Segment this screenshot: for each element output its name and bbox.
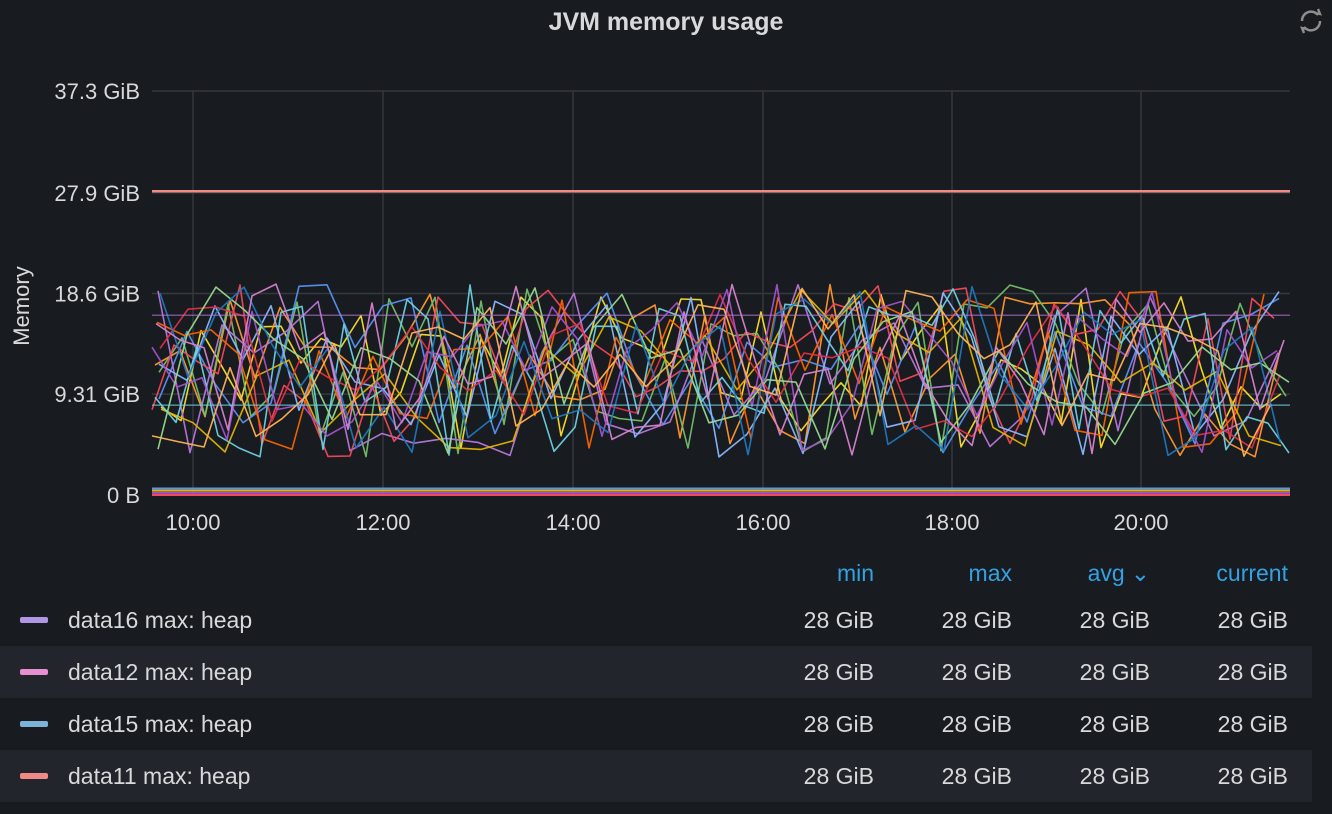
series-avg: 28 GiB: [1079, 711, 1150, 737]
y-tick-label: 9.31 GiB: [54, 382, 140, 407]
series-swatch[interactable]: [20, 669, 48, 675]
series-current: 28 GiB: [1217, 607, 1288, 633]
x-tick-label: 12:00: [355, 510, 410, 535]
series-min: 28 GiB: [803, 607, 874, 633]
y-tick-label: 0 B: [107, 483, 140, 508]
series-avg: 28 GiB: [1079, 659, 1150, 685]
series-current: 28 GiB: [1217, 711, 1288, 737]
series-line: [158, 291, 1280, 458]
legend-col-avg[interactable]: avg ⌄: [1030, 560, 1150, 587]
series-name[interactable]: data12 max: heap: [68, 659, 253, 685]
series-line: [151, 287, 1271, 457]
legend-row[interactable]: data11 max: heap 28 GiB 28 GiB 28 GiB 28 GiB: [0, 750, 1312, 802]
series-swatch[interactable]: [20, 773, 48, 779]
series-swatch[interactable]: [20, 721, 48, 727]
series-name[interactable]: data16 max: heap: [68, 607, 253, 633]
x-tick-label: 10:00: [165, 510, 220, 535]
x-tick-label: 16:00: [735, 510, 790, 535]
series-line: [160, 289, 1282, 453]
series-swatch[interactable]: [20, 617, 48, 623]
series-min: 28 GiB: [803, 763, 874, 789]
series-name[interactable]: data15 max: heap: [68, 711, 253, 737]
series-line: [157, 286, 1290, 454]
series-max: 28 GiB: [941, 607, 1012, 633]
series-max: 28 GiB: [941, 763, 1012, 789]
legend-row[interactable]: data16 max: heap 28 GiB 28 GiB 28 GiB 28 GiB: [0, 594, 1312, 646]
series-line: [159, 285, 1281, 457]
x-tick-label: 14:00: [545, 510, 600, 535]
series-min: 28 GiB: [803, 659, 874, 685]
x-tick-label: 20:00: [1113, 510, 1168, 535]
legend-col-min[interactable]: min: [836, 560, 874, 586]
legend-col-avg-label: avg: [1087, 560, 1125, 586]
y-tick-label: 27.9 GiB: [54, 181, 140, 206]
chart-plot[interactable]: 0 B 9.31 GiB 18.6 GiB 27.9 GiB 37.3 GiB 10:00…: [0, 0, 1332, 560]
series-line: [156, 290, 1265, 450]
series-line: [151, 284, 1275, 458]
y-tick-label: 18.6 GiB: [54, 282, 140, 307]
x-tick-label: 18:00: [924, 510, 979, 535]
series-current: 28 GiB: [1217, 659, 1288, 685]
legend-col-current[interactable]: current: [1216, 560, 1288, 586]
series-max: 28 GiB: [941, 659, 1012, 685]
legend-table: min max avg ⌄ current data16 max: heap 28 …: [0, 554, 1312, 802]
series-current: 28 GiB: [1217, 763, 1288, 789]
y-axis-label: Memory: [9, 266, 34, 346]
y-tick-label: 37.3 GiB: [54, 79, 140, 104]
series-line: [159, 293, 1281, 449]
series-line: [154, 284, 1290, 458]
legend-header: min max avg ⌄ current: [0, 554, 1312, 594]
series-line: [155, 283, 1285, 456]
legend-row[interactable]: data12 max: heap 28 GiB 28 GiB 28 GiB 28 GiB: [0, 646, 1312, 698]
series-line: [151, 283, 1278, 453]
series-name[interactable]: data11 max: heap: [68, 763, 251, 789]
legend-col-max[interactable]: max: [968, 560, 1012, 586]
legend-row[interactable]: data15 max: heap 28 GiB 28 GiB 28 GiB 28 GiB: [0, 698, 1312, 750]
series-line: [154, 283, 1281, 458]
series-avg: 28 GiB: [1079, 607, 1150, 633]
chevron-down-icon: ⌄: [1130, 560, 1150, 586]
series-max: 28 GiB: [941, 711, 1012, 737]
series-avg: 28 GiB: [1079, 763, 1150, 789]
panel-title[interactable]: JVM memory usage: [548, 8, 784, 36]
refresh-icon[interactable]: [1294, 4, 1328, 38]
series-min: 28 GiB: [803, 711, 874, 737]
